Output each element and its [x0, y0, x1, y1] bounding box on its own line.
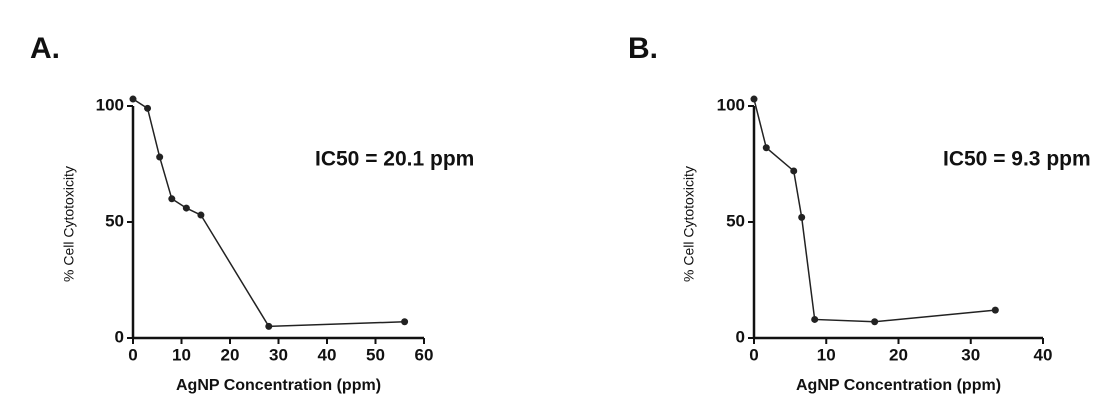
y-tick-label: 50: [726, 211, 745, 230]
x-tick-label: 30: [961, 345, 980, 364]
line: [132, 98, 405, 328]
point: [401, 318, 409, 326]
x-tick-label: 0: [749, 345, 758, 364]
x-axis-label: AgNP Concentration (ppm): [796, 377, 1001, 394]
x-axis-label: AgNP Concentration (ppm): [176, 377, 381, 394]
point: [129, 95, 137, 103]
annotation: IC50 = 9.3 ppm: [943, 148, 1091, 171]
point: [798, 213, 806, 221]
y-tick-label: 100: [96, 95, 124, 114]
point: [871, 318, 879, 326]
x-tick-label: 40: [1034, 345, 1053, 364]
y-tick-label: 0: [115, 327, 124, 346]
x-tick-label: 60: [415, 345, 434, 364]
y-axis-label: % Cell Cytotoxicity: [681, 166, 697, 282]
point: [811, 315, 819, 323]
panel-label: A.: [30, 32, 60, 65]
x-tick-label: 50: [366, 345, 385, 364]
line: [753, 98, 996, 323]
x-tick-label: 10: [817, 345, 836, 364]
y-axis-label: % Cell Cytotoxicity: [61, 166, 77, 282]
point: [265, 322, 273, 330]
point: [144, 104, 152, 112]
x-tick-label: 20: [221, 345, 240, 364]
point: [197, 211, 205, 219]
x-tick-label: 30: [269, 345, 288, 364]
x-tick-label: 0: [128, 345, 137, 364]
y-tick-label: 0: [736, 327, 745, 346]
point: [991, 306, 999, 314]
annotation: IC50 = 20.1 ppm: [315, 148, 474, 171]
point: [790, 167, 798, 175]
y-tick-label: 100: [717, 95, 745, 114]
point: [168, 195, 176, 203]
x-tick-label: 10: [172, 345, 191, 364]
x-tick-label: 40: [318, 345, 337, 364]
point: [750, 95, 758, 103]
x-tick-label: 20: [889, 345, 908, 364]
y-tick-label: 50: [105, 211, 124, 230]
point: [762, 144, 770, 152]
point: [156, 153, 164, 161]
point: [182, 204, 190, 212]
panel-label: B.: [628, 32, 658, 65]
